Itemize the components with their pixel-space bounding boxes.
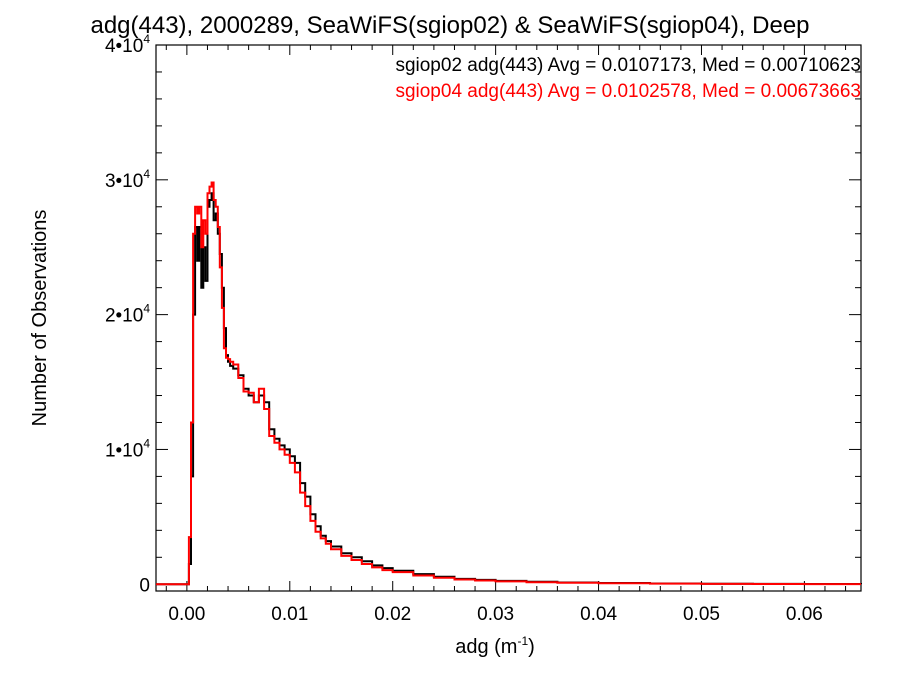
annotation-sgiop04: sgiop04 adg(443) Avg = 0.0102578, Med = … — [395, 81, 861, 102]
y-tick-label: 0 — [139, 575, 150, 596]
y-tick-label: 3•104 — [105, 167, 150, 192]
y-tick-label-sup: 4 — [143, 302, 150, 316]
x-tick-label: 0.00 — [168, 604, 205, 625]
y-tick-label-sup: 4 — [143, 167, 150, 181]
y-tick-label-main: 4•10 — [105, 36, 143, 57]
y-axis-label: Number of Observations — [29, 210, 51, 427]
y-tick-label-main: 2•10 — [105, 306, 143, 327]
y-tick-label: 4•104 — [105, 32, 150, 57]
y-tick-label-sup: 4 — [143, 32, 150, 46]
series-layer — [156, 181, 862, 586]
x-axis-label: adg (m-1) — [455, 634, 535, 658]
plot-frame — [155, 44, 862, 592]
x-tick-label: 0.01 — [271, 604, 308, 625]
x-tick-label: 0.03 — [477, 604, 514, 625]
chart-title: adg(443), 2000289, SeaWiFS(sgiop02) & Se… — [90, 12, 809, 39]
x-axis-label-close: ) — [528, 636, 535, 658]
y-tick-label-main: 0 — [139, 575, 150, 596]
x-tick-label: 0.06 — [786, 604, 823, 625]
y-tick-label: 2•104 — [105, 302, 150, 327]
y-tick-label-sup: 4 — [143, 436, 150, 450]
histogram-series-sgiop04 — [156, 181, 861, 586]
x-tick-label: 0.04 — [580, 604, 617, 625]
y-tick-label-main: 3•10 — [105, 171, 143, 192]
y-tick-label-main: 1•10 — [105, 440, 143, 461]
x-tick-label: 0.05 — [683, 604, 720, 625]
annotation-sgiop02: sgiop02 adg(443) Avg = 0.0107173, Med = … — [395, 55, 861, 76]
x-tick-label: 0.02 — [374, 604, 411, 625]
x-axis-label-sup: -1 — [517, 634, 528, 648]
plot-area: 0.00 0.01 0.02 0.03 0.04 0.05 0.06 01•1042•104… — [105, 32, 862, 625]
x-axis-label-main: adg (m — [455, 636, 517, 658]
x-axis-ticks: 0.00 0.01 0.02 0.03 0.04 0.05 0.06 — [165, 45, 847, 625]
y-tick-label: 1•104 — [105, 436, 150, 461]
